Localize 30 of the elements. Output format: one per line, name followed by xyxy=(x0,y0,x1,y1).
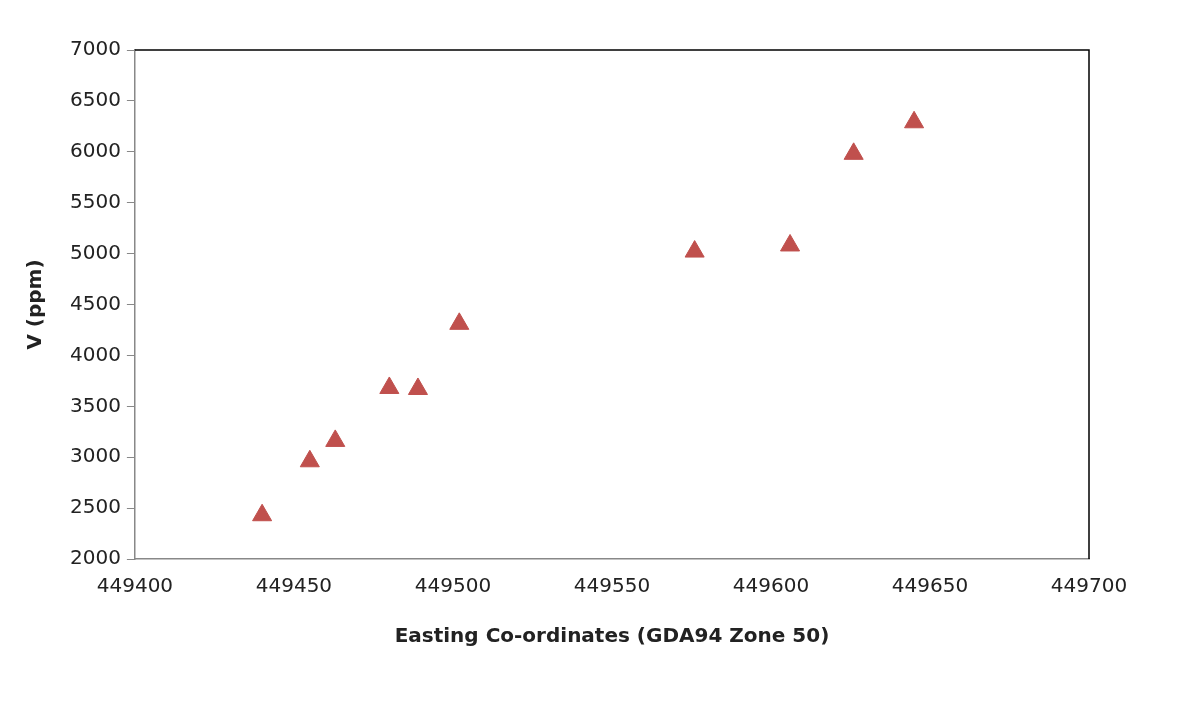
y-tick-label: 5500 xyxy=(69,188,121,213)
y-tick-label: 4000 xyxy=(69,341,121,366)
y-tick-label: 6000 xyxy=(69,138,121,162)
x-tick-label: 449500 xyxy=(414,573,492,598)
point xyxy=(904,110,925,129)
point xyxy=(325,429,346,447)
y-tick-label: 6500 xyxy=(69,87,121,112)
x-tick-label: 449400 xyxy=(96,573,174,598)
x-tick-label: 449650 xyxy=(891,573,969,598)
point xyxy=(780,233,801,252)
x-tick-label: 449700 xyxy=(1050,573,1128,598)
point xyxy=(407,377,428,395)
y-tick-label: 2000 xyxy=(69,545,121,570)
x-axis-title: Easting Co-ordinates (GDA94 Zone 50) xyxy=(394,623,830,648)
y-tick-label: 7000 xyxy=(69,36,121,61)
point xyxy=(299,449,320,468)
y-tick-label: 2500 xyxy=(69,494,121,519)
x-tick-label: 449600 xyxy=(732,573,810,598)
y-axis-title: V (ppm) xyxy=(22,259,47,350)
y-tick-label: 3500 xyxy=(69,392,121,417)
y-tick-label: 5000 xyxy=(69,239,121,264)
x-tick-label: 449550 xyxy=(573,573,651,598)
point xyxy=(379,376,400,394)
point xyxy=(449,312,470,330)
y-tick-label: 4500 xyxy=(69,290,121,315)
point xyxy=(252,503,273,522)
x-tick-label: 449450 xyxy=(255,573,333,598)
y-tick-label: 3000 xyxy=(69,443,121,468)
point xyxy=(684,240,705,258)
point xyxy=(843,142,864,160)
